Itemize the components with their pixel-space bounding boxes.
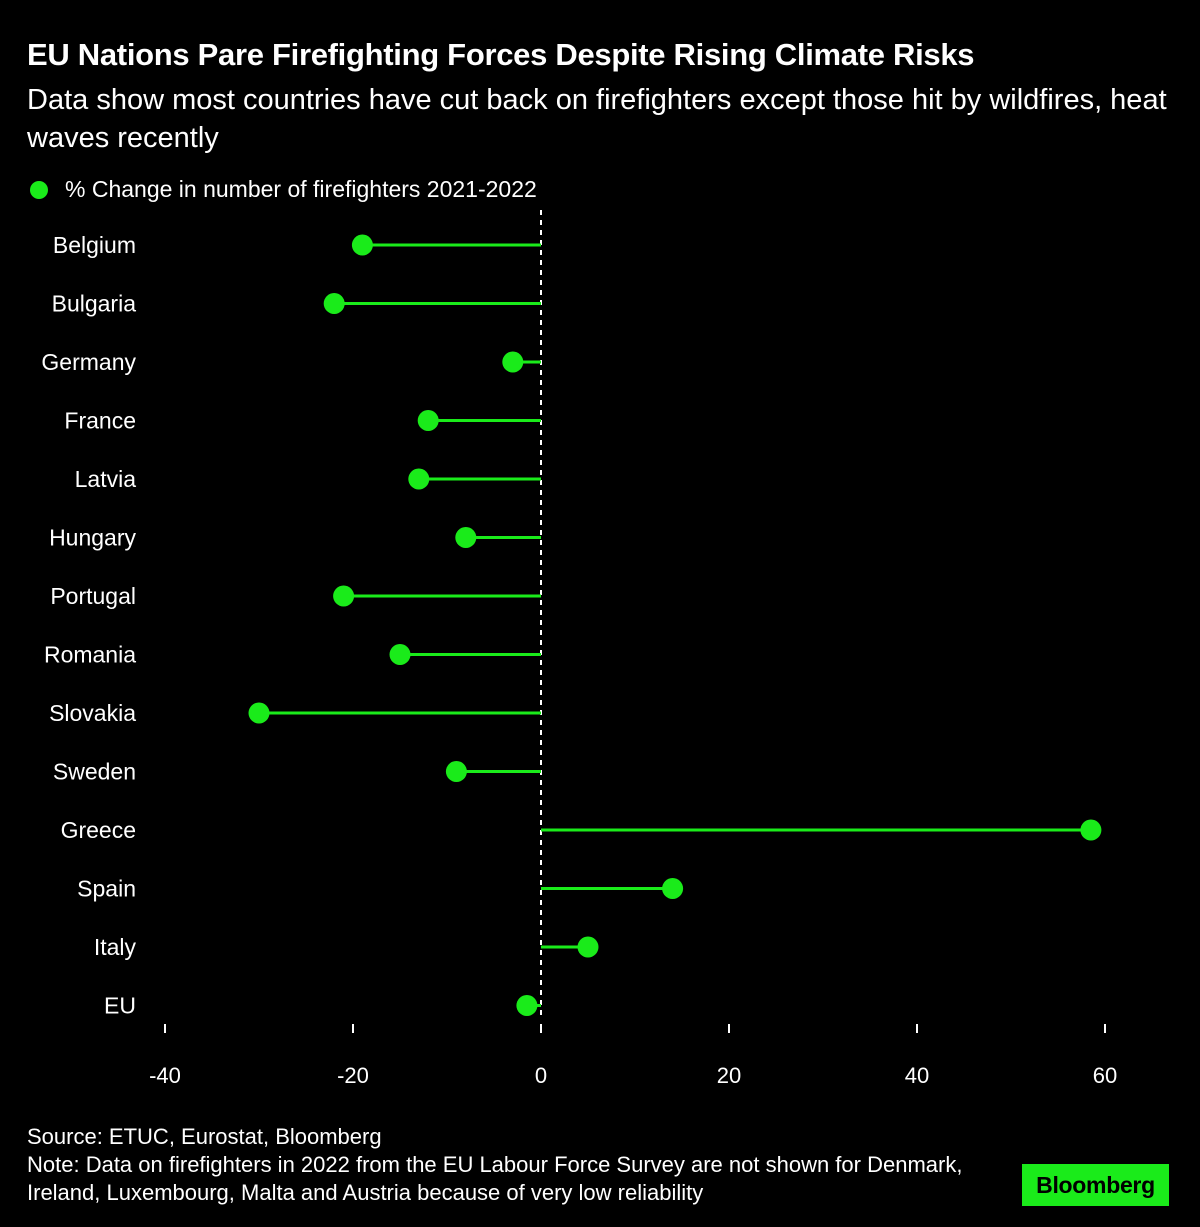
category-label: Sweden <box>53 759 136 785</box>
category-label: Bulgaria <box>52 291 137 317</box>
category-label: Germany <box>41 349 136 375</box>
lollipop-dot <box>323 293 345 314</box>
lollipop-dot <box>445 761 467 782</box>
category-label: Italy <box>94 934 137 960</box>
footer: Source: ETUC, Eurostat, Bloomberg Note: … <box>27 1123 987 1207</box>
legend: % Change in number of firefighters 2021-… <box>30 176 537 203</box>
lollipop-dot <box>408 468 430 490</box>
lollipop-dot <box>577 936 599 958</box>
x-tick-label: -20 <box>337 1063 369 1088</box>
category-label: Latvia <box>75 466 137 492</box>
lollipop-dot <box>502 351 524 373</box>
lollipop-dot <box>248 702 270 724</box>
source-note: Source: ETUC, Eurostat, Bloomberg <box>27 1124 382 1149</box>
chart-title: EU Nations Pare Firefighting Forces Desp… <box>27 37 975 72</box>
lollipop-dot <box>417 410 439 431</box>
x-tick-label: 20 <box>717 1063 741 1088</box>
lollipop-dot <box>1080 819 1102 841</box>
category-label: France <box>64 408 136 434</box>
bloomberg-logo: Bloomberg <box>1022 1164 1169 1206</box>
dot-icon <box>30 180 48 199</box>
chart-subtitle: Data show most countries have cut back o… <box>27 84 1167 154</box>
category-label: Romania <box>44 642 136 668</box>
x-tick-label: 60 <box>1093 1063 1117 1088</box>
legend-label: % Change in number of firefighters 2021-… <box>65 176 537 202</box>
category-label: Hungary <box>49 525 136 551</box>
lollipop-dot <box>455 527 477 548</box>
lollipop-dot <box>662 878 684 899</box>
category-label: Spain <box>77 876 136 902</box>
lollipop-dot <box>333 585 355 607</box>
category-label: Greece <box>61 817 136 843</box>
category-label: Portugal <box>50 583 136 609</box>
x-tick-label: 40 <box>905 1063 929 1088</box>
x-tick-label: -40 <box>149 1063 181 1088</box>
x-tick-label: 0 <box>535 1063 547 1088</box>
lollipop-dot <box>389 644 411 665</box>
category-label: Belgium <box>53 232 136 258</box>
data-note: Note: Data on firefighters in 2022 from … <box>27 1152 963 1205</box>
lollipop-dot <box>351 234 373 256</box>
category-label: EU <box>104 993 136 1019</box>
lollipop-chart: Belgium Bulgaria Germany France Latvia Hungar… <box>41 210 1117 1088</box>
category-label: Slovakia <box>49 700 136 726</box>
lollipop-dot <box>516 995 538 1016</box>
